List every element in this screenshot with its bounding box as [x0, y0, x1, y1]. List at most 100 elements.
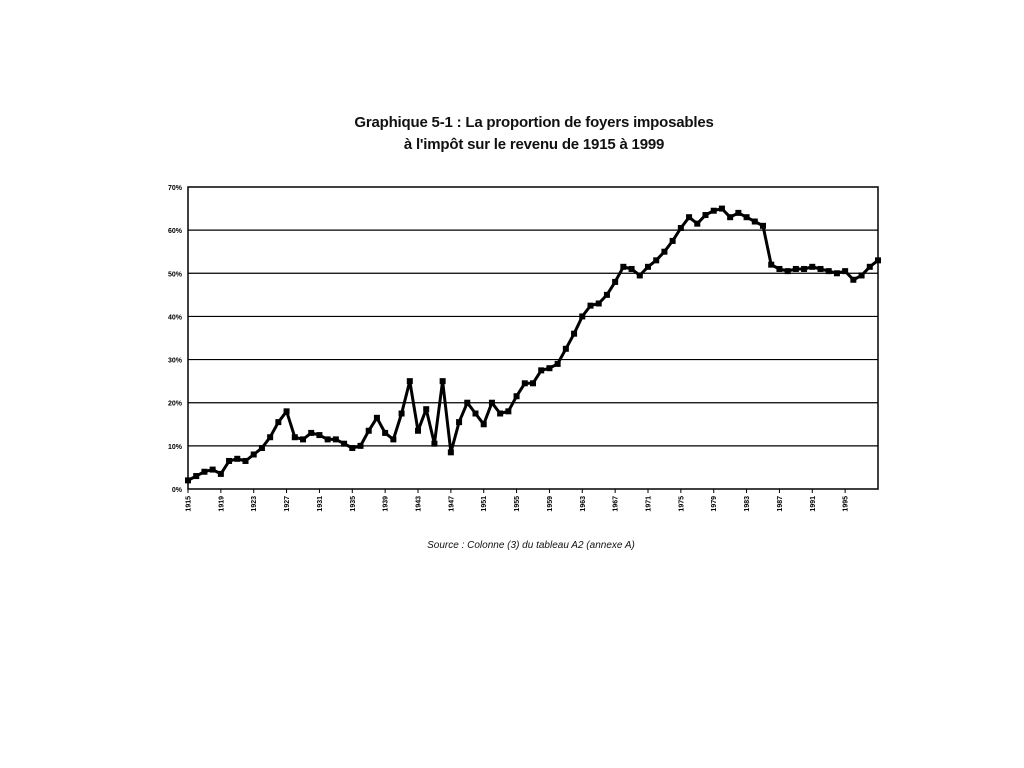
data-point — [653, 257, 660, 264]
data-point — [825, 268, 832, 275]
y-tick-label: 70% — [168, 185, 183, 192]
x-tick-label: 1987 — [777, 496, 784, 512]
data-point — [332, 436, 339, 443]
data-point — [562, 345, 569, 352]
data-point — [702, 212, 709, 219]
data-point — [603, 291, 610, 298]
data-point — [488, 399, 495, 406]
data-point — [530, 380, 536, 387]
x-tick-label: 1919 — [218, 496, 225, 512]
data-point — [833, 270, 840, 277]
data-point — [357, 442, 364, 449]
data-point — [431, 440, 438, 447]
y-tick-label: 60% — [168, 228, 183, 235]
data-point — [538, 367, 545, 374]
data-point — [373, 414, 380, 421]
x-tick-label: 1979 — [711, 496, 718, 512]
data-point — [546, 365, 553, 372]
data-point — [579, 313, 586, 320]
data-point — [587, 302, 594, 309]
data-point — [571, 330, 578, 337]
x-tick-label: 1947 — [448, 496, 455, 512]
data-point — [554, 360, 561, 367]
data-point — [645, 263, 651, 270]
x-tick-label: 1935 — [350, 496, 357, 512]
data-point — [743, 214, 750, 221]
y-tick-label: 20% — [168, 401, 183, 408]
x-tick-label: 1951 — [481, 496, 488, 512]
data-point — [612, 278, 619, 285]
data-point — [686, 214, 693, 221]
data-point — [768, 261, 775, 268]
y-tick-label: 40% — [168, 314, 183, 321]
data-point — [423, 406, 430, 413]
x-tick-label: 1983 — [744, 496, 751, 512]
data-point — [258, 445, 265, 452]
series-line — [187, 207, 879, 482]
data-point — [669, 237, 676, 244]
data-point — [505, 408, 512, 415]
data-point — [415, 427, 421, 434]
data-point — [250, 451, 257, 458]
data-point — [242, 457, 249, 464]
data-point — [217, 470, 224, 477]
x-tick-label: 1943 — [416, 496, 423, 512]
y-tick-label: 0% — [172, 487, 183, 494]
data-point — [620, 263, 627, 270]
chart-title: Graphique 5-1 : La proportion de foyers … — [354, 114, 714, 131]
x-tick-label: 1963 — [580, 496, 587, 512]
data-point — [439, 378, 446, 385]
data-point — [365, 427, 372, 434]
data-point — [185, 477, 191, 484]
data-point — [456, 419, 463, 426]
grid-lines — [188, 229, 878, 447]
data-point — [710, 207, 717, 214]
data-points — [185, 205, 881, 484]
data-point — [784, 268, 791, 275]
data-point — [718, 205, 725, 212]
x-tick-label: 1995 — [843, 496, 850, 512]
data-point — [382, 429, 389, 436]
chart-subtitle: à l'impôt sur le revenu de 1915 à 1999 — [403, 136, 665, 153]
data-point — [464, 399, 471, 406]
data-point — [267, 434, 274, 441]
data-point — [751, 218, 758, 225]
data-point — [390, 436, 397, 443]
data-point — [513, 393, 520, 400]
data-point — [842, 268, 849, 275]
data-point — [866, 263, 873, 270]
data-point — [349, 445, 356, 452]
plot-area — [187, 186, 879, 490]
x-axis-ticks: 1915 1919 1923 1927 1931 1935 1939 1943 1947 1951… — [186, 489, 850, 512]
data-point — [226, 457, 233, 464]
data-point — [193, 473, 200, 480]
data-point — [636, 272, 643, 279]
data-point — [447, 449, 454, 456]
data-point — [735, 209, 742, 216]
data-point — [308, 429, 315, 436]
data-point — [521, 380, 528, 387]
y-tick-label: 30% — [168, 358, 183, 365]
data-point — [760, 222, 766, 229]
data-point — [300, 436, 306, 443]
data-point — [801, 265, 808, 272]
data-point — [727, 214, 734, 221]
data-point — [776, 265, 783, 272]
x-tick-label: 1971 — [646, 496, 653, 512]
data-point — [595, 300, 602, 307]
data-point — [341, 440, 348, 447]
data-point — [398, 410, 405, 417]
data-point — [497, 410, 504, 417]
data-point — [850, 276, 857, 283]
data-point — [875, 257, 881, 264]
data-point — [661, 248, 668, 255]
y-axis-ticks: 0% 10% 20% 30% 40% 50% 60% 70% — [168, 185, 183, 494]
x-tick-label: 1991 — [810, 496, 817, 512]
x-tick-label: 1939 — [383, 496, 390, 512]
data-point — [316, 432, 323, 439]
data-point — [809, 263, 816, 270]
data-point — [694, 220, 701, 227]
data-point — [817, 265, 824, 272]
data-point — [275, 419, 282, 426]
